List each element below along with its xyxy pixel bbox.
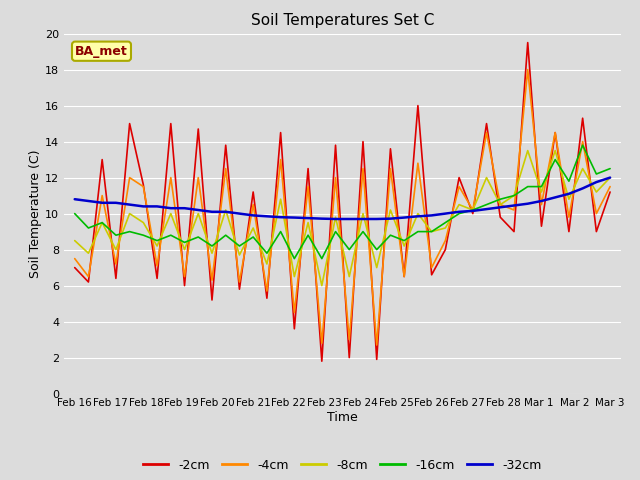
Y-axis label: Soil Temperature (C): Soil Temperature (C) bbox=[29, 149, 42, 278]
Text: BA_met: BA_met bbox=[75, 45, 128, 58]
X-axis label: Time: Time bbox=[327, 411, 358, 424]
Legend: -2cm, -4cm, -8cm, -16cm, -32cm: -2cm, -4cm, -8cm, -16cm, -32cm bbox=[138, 454, 547, 477]
Title: Soil Temperatures Set C: Soil Temperatures Set C bbox=[251, 13, 434, 28]
